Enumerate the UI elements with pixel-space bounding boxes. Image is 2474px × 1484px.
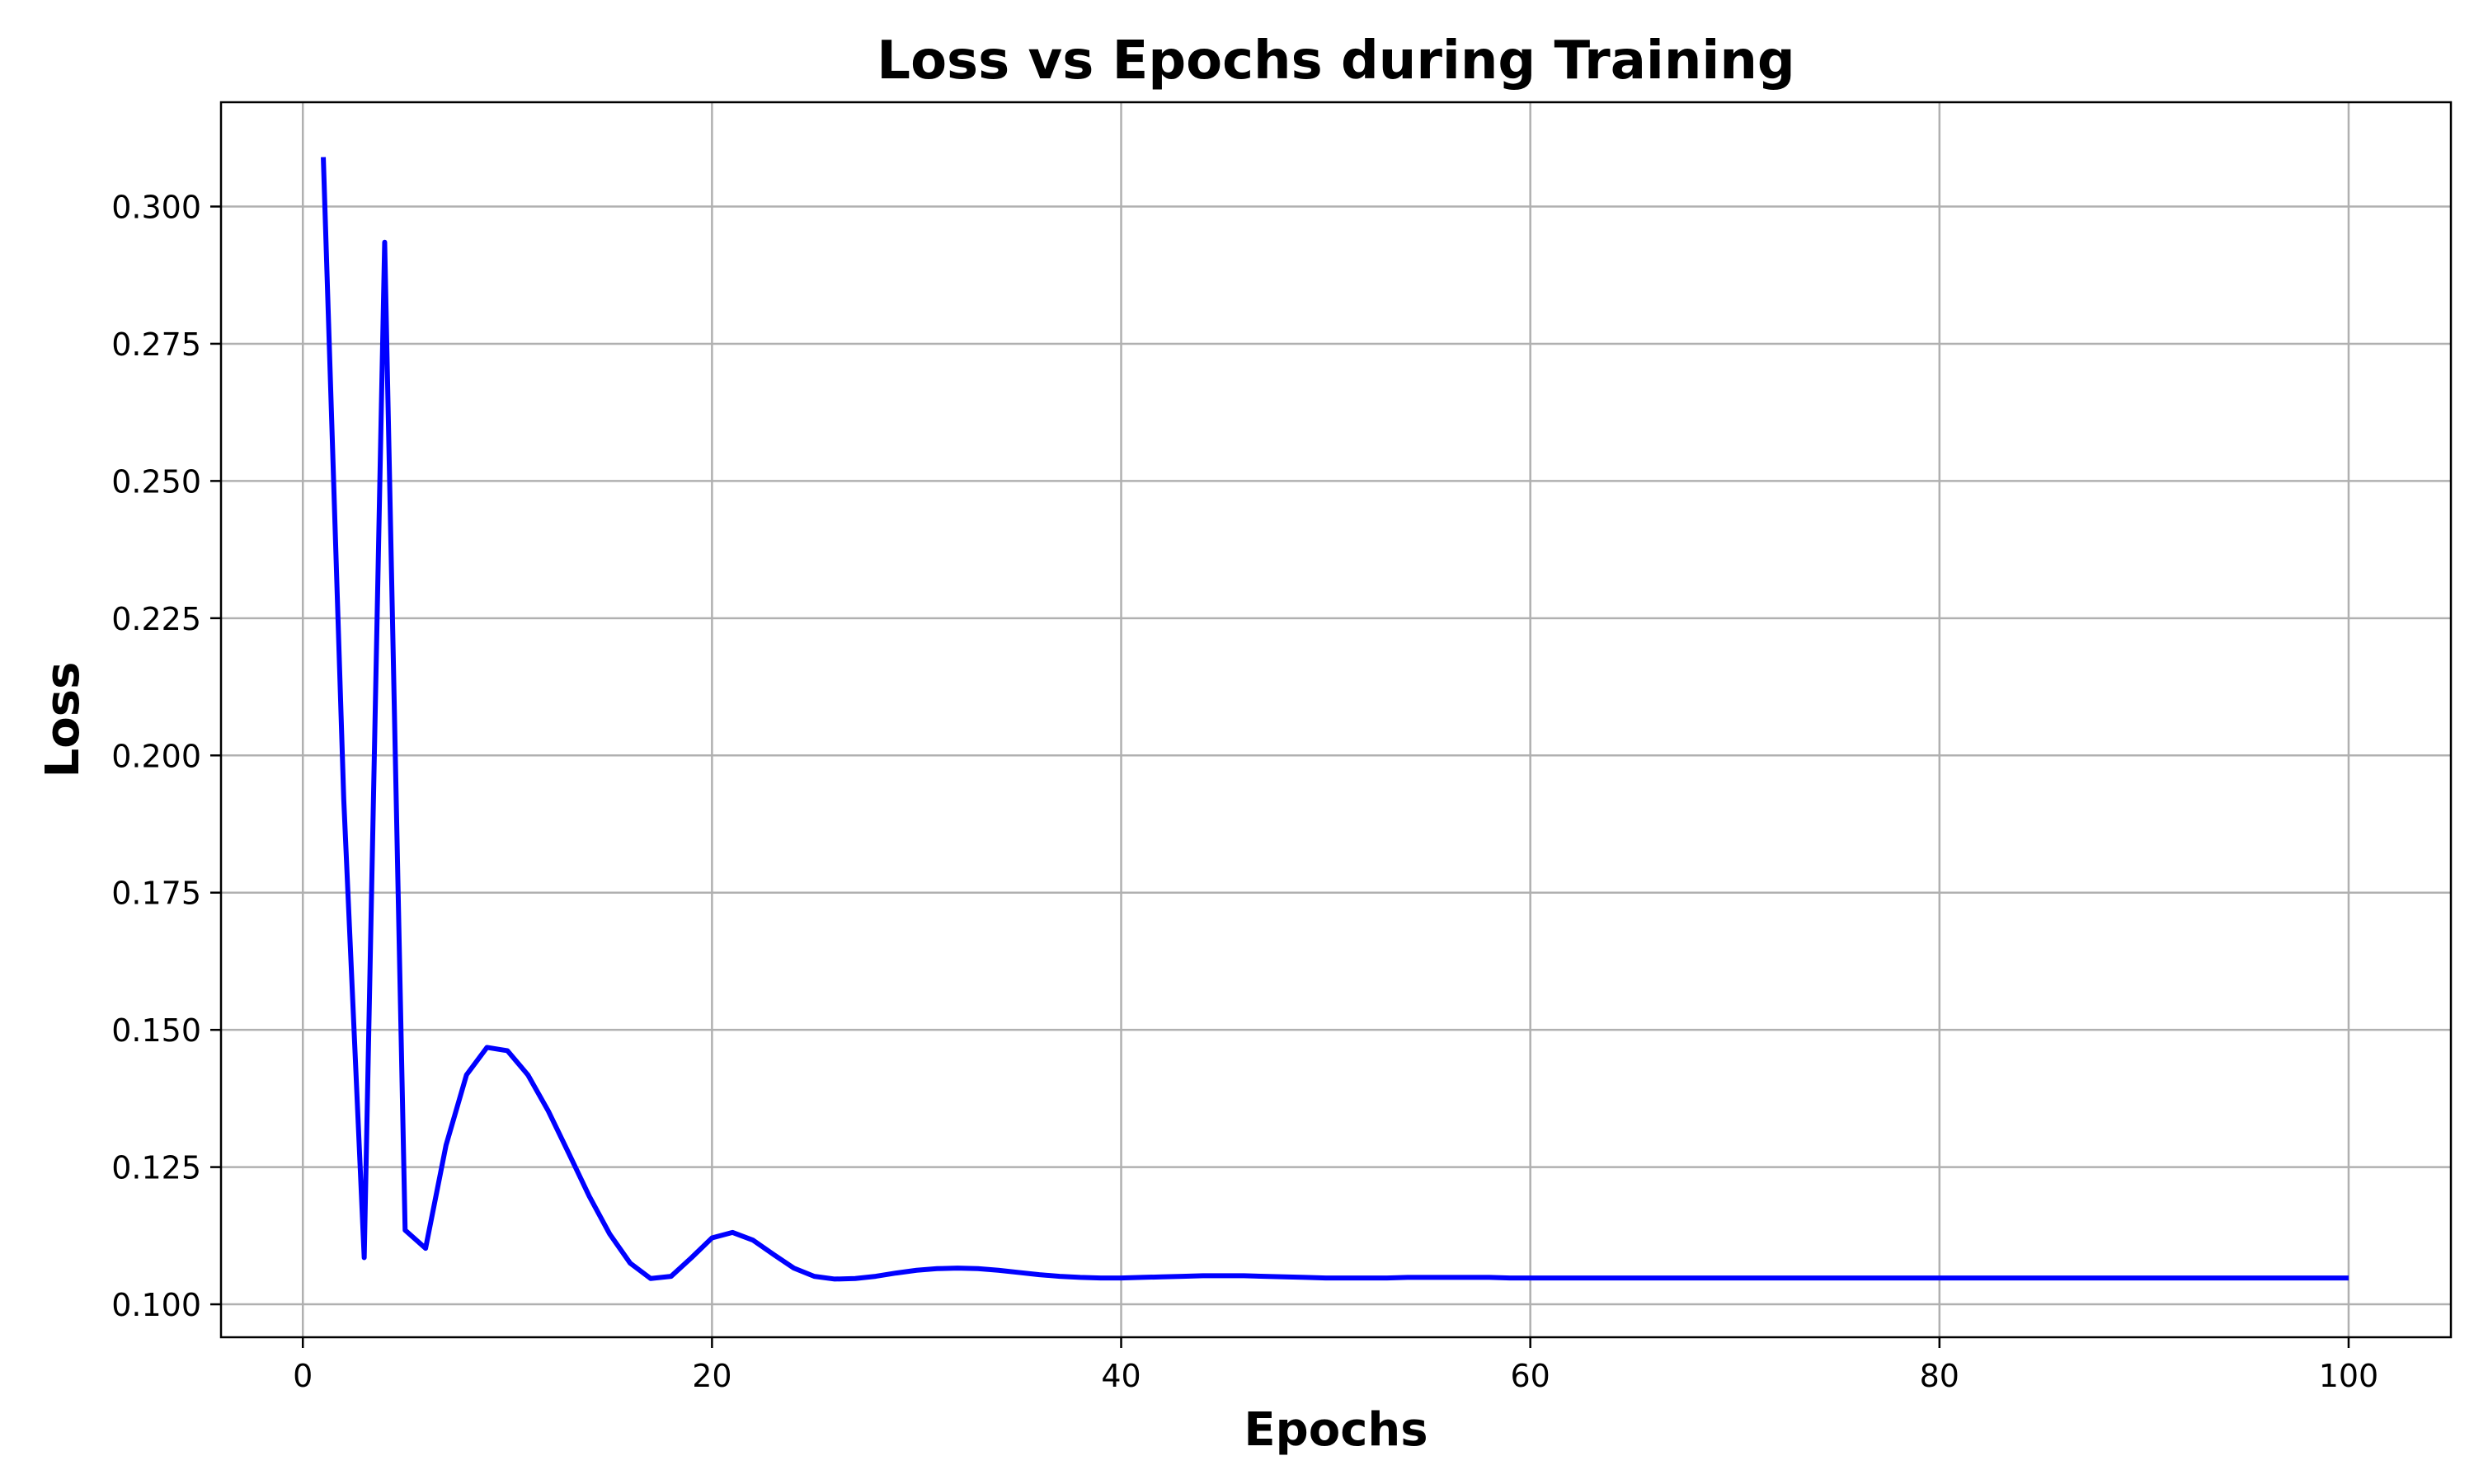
loss-series-line — [321, 157, 2349, 1282]
y-tick-label: 0.175 — [111, 876, 201, 912]
x-tick-label: 0 — [293, 1358, 313, 1394]
x-axis-label: Epochs — [1244, 1403, 1427, 1457]
chart-title: Loss vs Epochs during Training — [877, 31, 1794, 92]
plot-frame — [219, 101, 2453, 1339]
y-tick-label: 0.225 — [111, 601, 201, 637]
y-tick-label: 0.150 — [111, 1012, 201, 1049]
y-tick-label: 0.250 — [111, 463, 201, 500]
x-tick-label: 40 — [1101, 1358, 1141, 1394]
y-axis-label: Loss — [36, 662, 90, 778]
y-tick-label: 0.100 — [111, 1287, 201, 1323]
y-tick-label: 0.200 — [111, 738, 201, 774]
grid — [221, 102, 2451, 1337]
x-tick-label: 80 — [1920, 1358, 1959, 1394]
x-tick-label: 20 — [692, 1358, 731, 1394]
y-tick-label: 0.125 — [111, 1150, 201, 1186]
y-tick-label: 0.275 — [111, 326, 201, 363]
y-axis-ticks: 0.100 0.125 0.150 0.175 0.200 0.225 0.250 0.275… — [111, 189, 221, 1323]
y-tick-label: 0.300 — [111, 189, 201, 225]
x-tick-label: 60 — [1510, 1358, 1550, 1394]
x-tick-label: 100 — [2319, 1358, 2379, 1394]
x-axis-ticks: 0 20 40 60 80 100 — [293, 1337, 2378, 1394]
series-layer — [321, 157, 2349, 1282]
